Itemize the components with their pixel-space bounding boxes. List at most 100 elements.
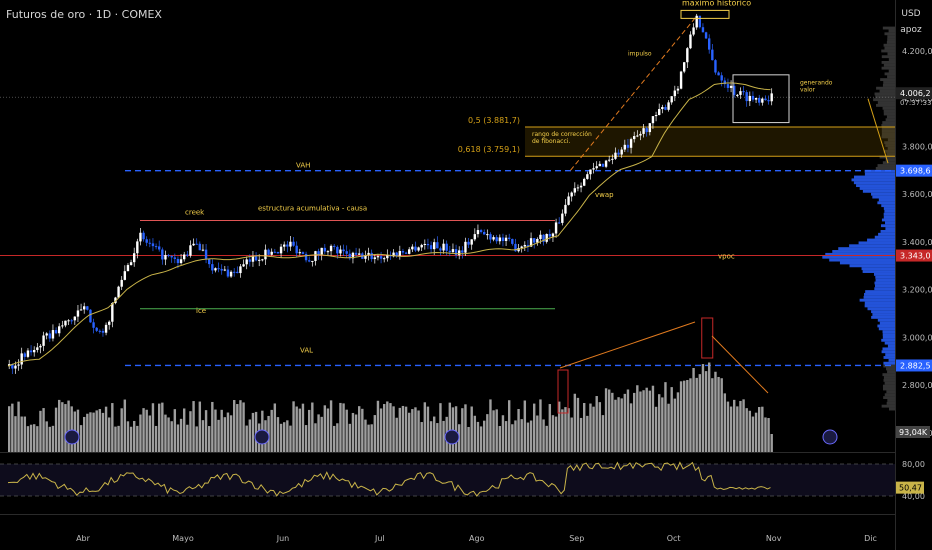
candle-body-149 bbox=[473, 234, 477, 240]
candle-body-240 bbox=[758, 97, 761, 103]
candle-body-176 bbox=[558, 222, 561, 224]
volume-spike-box-2 bbox=[701, 317, 714, 359]
volume-profile-bar-40 bbox=[864, 293, 895, 296]
volume-bar-86 bbox=[276, 417, 280, 452]
candle-body-237 bbox=[748, 95, 752, 102]
volume-bar-126 bbox=[401, 405, 405, 452]
candle-body-178 bbox=[564, 204, 567, 214]
candle-body-236 bbox=[745, 92, 748, 102]
volume-bar-50 bbox=[164, 414, 167, 452]
candle-body-152 bbox=[483, 232, 486, 235]
volume-bar-1 bbox=[11, 403, 14, 452]
volume-bar-20 bbox=[70, 406, 73, 452]
volume-bar-48 bbox=[158, 403, 161, 452]
volume-profile-bar-56 bbox=[838, 247, 895, 251]
volume-profile-bar-4 bbox=[883, 396, 895, 400]
volume-bar-210 bbox=[664, 382, 667, 452]
candle-body-230 bbox=[726, 84, 730, 88]
volume-bar-158 bbox=[501, 415, 505, 452]
vpoc-tag: 3.343,0 bbox=[900, 252, 931, 261]
volume-bar-96 bbox=[308, 409, 311, 452]
volume-bar-30 bbox=[101, 412, 105, 452]
volume-profile-bar-89 bbox=[886, 152, 895, 156]
candle-body-182 bbox=[576, 187, 580, 189]
volume-bar-56 bbox=[183, 408, 186, 452]
volume-bar-62 bbox=[201, 420, 205, 452]
volume-profile-bar-68 bbox=[883, 212, 895, 216]
volume-bar-221 bbox=[698, 374, 702, 452]
volume-bar-226 bbox=[714, 371, 717, 452]
candle-body-145 bbox=[461, 250, 464, 253]
volume-profile-bar-75 bbox=[871, 192, 895, 196]
volume-bar-12 bbox=[45, 421, 48, 452]
volume-bar-161 bbox=[511, 424, 514, 452]
volume-bar-51 bbox=[167, 417, 170, 452]
volume-profile-bar-98 bbox=[881, 126, 895, 130]
volume-arrow-down bbox=[711, 335, 769, 394]
candle-body-158 bbox=[501, 237, 505, 241]
candle-body-184 bbox=[583, 178, 586, 186]
volume-profile-bar-123 bbox=[881, 55, 895, 59]
volume-profile-bar-73 bbox=[878, 198, 895, 202]
candle-body-153 bbox=[486, 234, 489, 236]
candle-body-142 bbox=[451, 249, 455, 253]
volume-bar-57 bbox=[186, 424, 189, 452]
vah-tag: 3.698,6 bbox=[900, 167, 931, 176]
candle-body-27 bbox=[92, 322, 95, 328]
volume-bar-73 bbox=[236, 404, 239, 452]
volume-bar-150 bbox=[476, 421, 480, 452]
candle-body-203 bbox=[642, 128, 645, 134]
volume-profile-bar-120 bbox=[883, 63, 895, 67]
volume-profile-bar-106 bbox=[876, 103, 895, 107]
rsi-tick-1: 40,00 bbox=[902, 492, 925, 501]
volume-bar-98 bbox=[314, 423, 317, 452]
volume-bar-67 bbox=[217, 419, 220, 452]
candle-body-102 bbox=[326, 251, 330, 253]
currency-selector[interactable]: USD apoz bbox=[896, 6, 926, 38]
volume-bar-134 bbox=[426, 406, 430, 452]
candle-body-2 bbox=[14, 365, 17, 369]
volume-bar-74 bbox=[239, 400, 242, 452]
candle-body-34 bbox=[114, 297, 117, 304]
candle-body-12 bbox=[45, 333, 48, 336]
fib-range-label-2: de fibonacci. bbox=[532, 138, 570, 145]
volume-bar-180 bbox=[570, 417, 573, 452]
volume-bar-124 bbox=[395, 417, 398, 452]
volume-bar-18 bbox=[64, 404, 67, 452]
volume-profile-bar-121 bbox=[881, 60, 895, 64]
volume-profile-bar-111 bbox=[879, 89, 895, 93]
candle-body-21 bbox=[73, 316, 77, 321]
candle-body-36 bbox=[120, 279, 123, 287]
volume-bar-169 bbox=[536, 415, 539, 452]
volume-bar-79 bbox=[254, 411, 258, 452]
volume-bar-162 bbox=[514, 420, 517, 452]
volume-bar-121 bbox=[386, 401, 389, 452]
volume-profile-bar-131 bbox=[884, 32, 895, 36]
volume-profile-bar-23 bbox=[884, 341, 895, 345]
volume-bar-37 bbox=[123, 399, 127, 452]
last-price-tag-bg bbox=[896, 87, 932, 100]
volume-profile-bar-78 bbox=[856, 184, 895, 188]
volume-profile-bar-5 bbox=[884, 393, 895, 397]
volume-bar-171 bbox=[542, 419, 545, 452]
candle-body-95 bbox=[304, 253, 308, 261]
volume-bar-215 bbox=[679, 381, 683, 452]
fib-arrow bbox=[867, 98, 889, 164]
volume-profile-bar-49 bbox=[861, 267, 895, 271]
candle-body-195 bbox=[617, 152, 620, 155]
volume-profile-bar-76 bbox=[862, 189, 895, 193]
candle-body-9 bbox=[36, 347, 39, 350]
volume-bar-176 bbox=[558, 401, 561, 452]
volume-bar-69 bbox=[223, 417, 227, 452]
volume-bar-125 bbox=[398, 407, 402, 452]
volume-bar-7 bbox=[29, 424, 33, 452]
volume-profile-bar-1 bbox=[881, 404, 895, 408]
volume-last-bg bbox=[896, 426, 930, 438]
volume-bar-225 bbox=[711, 378, 714, 452]
candle-body-148 bbox=[470, 239, 473, 245]
volume-profile-bar-17 bbox=[888, 358, 895, 362]
volume-profile-bar-133 bbox=[882, 26, 895, 30]
volume-bar-177 bbox=[561, 409, 564, 452]
volume-last-label: 93,04K bbox=[899, 428, 928, 437]
